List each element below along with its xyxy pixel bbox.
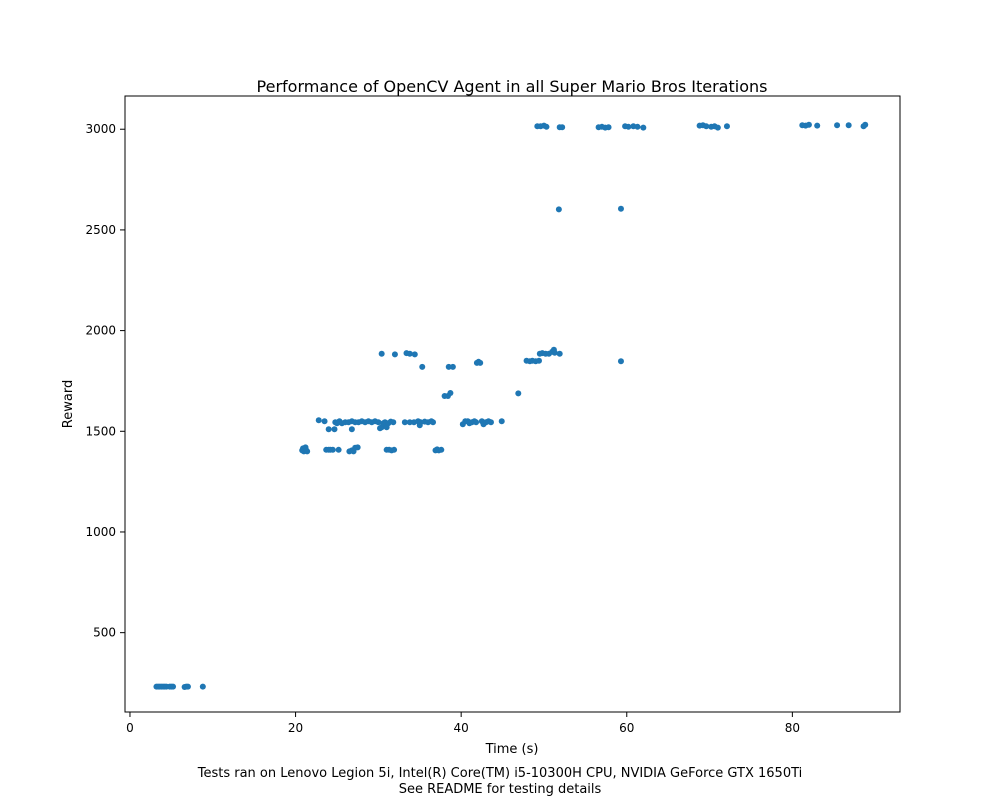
x-tick-label: 80 (785, 721, 800, 735)
x-tick-label: 60 (619, 721, 634, 735)
data-point (411, 351, 418, 358)
data-point (331, 426, 338, 433)
data-point (714, 124, 721, 131)
footer-caption-readme: See README for testing details (398, 782, 602, 797)
y-axis: 500 1000 1500 2000 2500 3000 (85, 122, 125, 640)
data-point (391, 446, 398, 453)
chart-title: Performance of OpenCV Agent in all Super… (257, 77, 768, 96)
data-point (556, 350, 563, 357)
data-point (814, 122, 821, 129)
data-point (477, 359, 484, 366)
data-point (304, 448, 311, 455)
y-tick-label: 1500 (85, 424, 116, 438)
data-point (550, 346, 557, 353)
data-point (354, 444, 361, 451)
data-point (834, 122, 841, 129)
data-point (406, 419, 413, 426)
y-tick-label: 500 (93, 626, 116, 640)
data-point (498, 418, 505, 425)
data-point (438, 446, 445, 453)
data-point (348, 426, 355, 433)
data-point (805, 121, 812, 128)
data-point (430, 419, 437, 426)
data-point (335, 446, 342, 453)
data-point (515, 390, 522, 397)
data-point (617, 358, 624, 365)
y-axis-label: Reward (61, 380, 76, 428)
data-points (153, 121, 869, 691)
data-point (449, 363, 456, 370)
data-point (391, 351, 398, 358)
data-point (378, 350, 385, 357)
data-point (321, 418, 328, 425)
data-point (862, 121, 869, 128)
data-point (605, 124, 612, 131)
data-point (329, 446, 336, 453)
data-point (473, 419, 480, 426)
data-point (634, 123, 641, 130)
x-tick-label: 20 (288, 721, 303, 735)
data-point (617, 205, 624, 212)
footer-caption-hardware: Tests ran on Lenovo Legion 5i, Intel(R) … (197, 766, 803, 781)
data-point (487, 419, 494, 426)
data-point (543, 123, 550, 130)
y-tick-label: 3000 (85, 122, 116, 136)
data-point (375, 419, 382, 426)
data-point (445, 363, 452, 370)
data-point (401, 419, 408, 426)
data-point (447, 390, 454, 397)
data-point (419, 363, 426, 370)
data-point (703, 123, 710, 130)
data-point (184, 683, 191, 690)
data-point (170, 683, 177, 690)
plot-area (124, 95, 901, 713)
scatter-chart: Performance of OpenCV Agent in all Super… (61, 77, 901, 757)
y-tick-label: 2000 (85, 324, 116, 338)
data-point (406, 350, 413, 357)
data-point (559, 124, 566, 131)
data-point (325, 426, 332, 433)
y-tick-label: 2500 (85, 223, 116, 237)
data-point (390, 419, 397, 426)
data-point (845, 122, 852, 129)
y-tick-label: 1000 (85, 525, 116, 539)
x-axis-label: Time (s) (485, 742, 539, 757)
data-point (199, 683, 206, 690)
x-axis: 0 20 40 60 80 (126, 712, 800, 735)
data-point (723, 123, 730, 130)
data-point (625, 123, 632, 130)
data-point (640, 124, 647, 131)
data-point (535, 357, 542, 364)
data-point (315, 417, 322, 424)
data-point (555, 206, 562, 213)
x-tick-label: 0 (126, 721, 134, 735)
x-tick-label: 40 (454, 721, 469, 735)
